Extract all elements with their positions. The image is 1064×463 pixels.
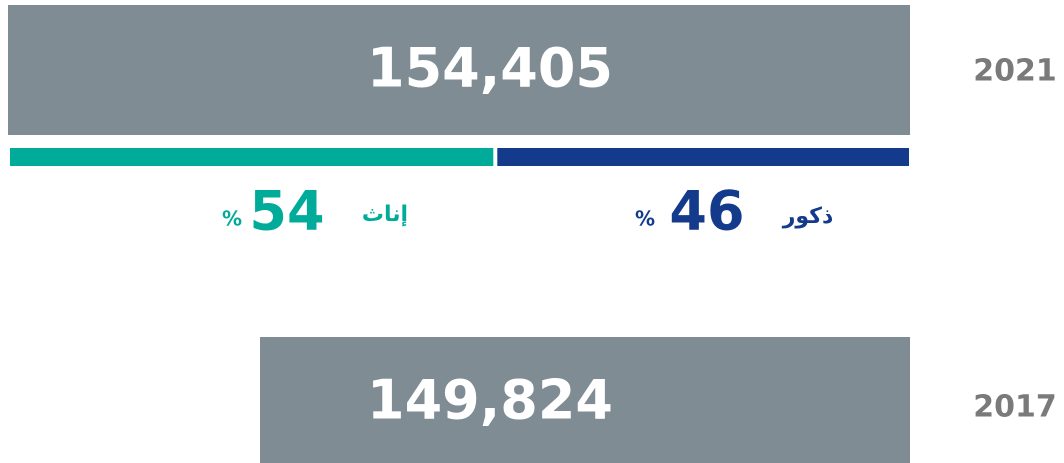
year: 2017 bbox=[973, 390, 1057, 425]
female-bar bbox=[10, 148, 494, 166]
year: 2021 bbox=[973, 54, 1057, 89]
male-label: ذكور bbox=[782, 204, 834, 229]
total: 154,405 bbox=[367, 37, 613, 100]
female-label: إناث bbox=[362, 202, 408, 227]
total: 149,824 bbox=[367, 369, 613, 432]
female-unit: % bbox=[222, 207, 242, 231]
male-unit: % bbox=[635, 207, 655, 231]
total-bar bbox=[8, 5, 910, 135]
female-value: 54 bbox=[249, 180, 324, 243]
male-bar bbox=[497, 148, 909, 166]
gender-split bbox=[10, 148, 909, 166]
total-bar bbox=[260, 337, 910, 463]
male-value: 46 bbox=[669, 180, 744, 243]
